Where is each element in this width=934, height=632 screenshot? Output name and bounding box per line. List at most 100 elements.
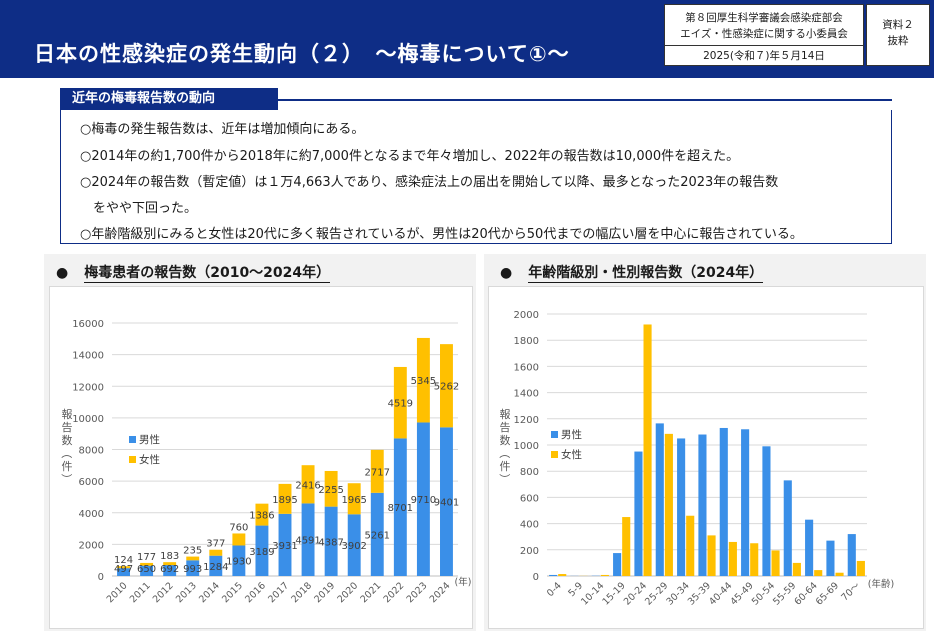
x-tick-label: 40-44 xyxy=(707,580,734,607)
data-label-female: 1965 xyxy=(341,495,366,506)
bullet-dot-icon: ● xyxy=(56,265,68,281)
y-tick-label: 1800 xyxy=(514,336,539,347)
x-tick-label: 2011 xyxy=(128,580,153,605)
bar-female xyxy=(232,533,245,545)
y-axis-label-char: 件 xyxy=(500,460,511,473)
data-label-male: 8701 xyxy=(388,503,413,514)
legend-swatch xyxy=(129,456,136,463)
summary-bullet: ○2014年の約1,700件から2018年に約7,000件となるまで年々増加し、… xyxy=(80,145,739,164)
data-label-female: 235 xyxy=(183,546,202,557)
meeting-name: 第８回厚生科学審議会感染症部会 xyxy=(665,10,863,25)
y-axis-label-char: 報 xyxy=(62,408,73,421)
bar-female xyxy=(814,570,822,576)
data-label-male: 3902 xyxy=(341,541,366,552)
meeting-date: 2025(令和７)年５月14日 xyxy=(665,45,863,66)
legend-label: 女性 xyxy=(561,448,582,461)
data-label-female: 4519 xyxy=(388,399,413,410)
bar-female xyxy=(601,575,609,576)
data-label-male: 650 xyxy=(137,564,156,575)
data-label-male: 1284 xyxy=(203,562,228,573)
y-axis-label-char: （ xyxy=(498,448,511,459)
y-tick-label: 600 xyxy=(520,493,539,504)
y-axis-label-char: 告 xyxy=(500,421,511,434)
y-tick-label: 14000 xyxy=(72,351,104,362)
summary-bullet: ○年齢階級別にみると女性は20代に多く報告されているが、男性は20代から50代ま… xyxy=(80,223,803,242)
committee-name: エイズ・性感染症に関する小委員会 xyxy=(665,26,863,41)
data-label-female: 1895 xyxy=(272,495,297,506)
x-tick-label: 20-24 xyxy=(622,580,649,607)
bar-male xyxy=(698,435,706,576)
y-tick-label: 1600 xyxy=(514,362,539,373)
x-tick-label: 25-29 xyxy=(643,580,670,607)
x-tick-label: 2016 xyxy=(243,580,268,605)
y-tick-label: 4000 xyxy=(79,509,104,520)
bar-male xyxy=(826,541,834,576)
y-axis-label-char: 数 xyxy=(62,434,73,447)
x-tick-label: 2021 xyxy=(359,580,384,605)
x-tick-label: 2010 xyxy=(105,580,130,605)
data-label-female: 760 xyxy=(229,522,248,533)
bar-female xyxy=(186,557,199,561)
legend-swatch xyxy=(551,451,558,458)
age-chart-svg: 0200400600800100012001400160018002000報告数… xyxy=(489,287,923,628)
data-label-male: 4591 xyxy=(295,536,320,547)
x-tick-label: 60-64 xyxy=(792,580,819,607)
x-tick-label: 70～ xyxy=(839,580,862,603)
bar-male xyxy=(656,423,664,576)
excerpt-label: 抜粋 xyxy=(867,33,929,48)
legend-swatch xyxy=(129,436,136,443)
summary-bullet: ○2024年の報告数（暫定値）は１万4,663人であり、感染症法上の届出を開始し… xyxy=(80,171,778,190)
summary-bullet: をやや下回った。 xyxy=(80,197,197,216)
page-title: 日本の性感染症の発生動向（２） ～梅毒について①～ xyxy=(34,38,570,68)
y-axis-label-char: 告 xyxy=(62,421,73,434)
y-axis-label-char: 数 xyxy=(500,434,511,447)
y-axis-label-char: 報 xyxy=(500,408,511,421)
bar-female xyxy=(665,434,673,576)
bar-male xyxy=(741,429,749,576)
legend-label: 女性 xyxy=(139,453,160,466)
age-chart-title-text: 年齢階級別・性別報告数（2024年） xyxy=(528,265,763,283)
data-label-male: 3189 xyxy=(249,547,274,558)
x-tick-label: 35-39 xyxy=(686,580,713,607)
yearly-chart-svg: 0200040006000800010000120001400016000報告数… xyxy=(50,287,472,628)
bar-female xyxy=(772,550,780,576)
x-tick-label: 2024 xyxy=(428,580,453,605)
data-label-female: 5262 xyxy=(434,382,459,393)
y-tick-label: 8000 xyxy=(79,446,104,457)
data-label-male: 9401 xyxy=(434,498,459,509)
x-tick-label: 0-4 xyxy=(545,580,564,599)
bar-male xyxy=(613,553,621,576)
x-tick-label: 2015 xyxy=(220,580,245,605)
data-label-female: 2416 xyxy=(295,480,320,491)
x-tick-label: 55-59 xyxy=(771,580,798,607)
section-heading: 近年の梅毒報告数の動向 xyxy=(60,88,278,110)
data-label-female: 377 xyxy=(206,539,225,550)
y-tick-label: 400 xyxy=(520,520,539,531)
data-label-male: 1930 xyxy=(226,557,251,568)
y-tick-label: 200 xyxy=(520,546,539,557)
y-tick-label: 16000 xyxy=(72,319,104,330)
x-tick-label: 2022 xyxy=(382,580,407,605)
bar-female xyxy=(708,535,716,576)
x-axis-unit-label: (年) xyxy=(455,576,472,588)
x-tick-label: 10-14 xyxy=(579,580,606,607)
data-label-male: 3931 xyxy=(272,541,297,552)
bar-male xyxy=(784,480,792,576)
y-axis-label-char: ） xyxy=(498,474,511,485)
bar-male xyxy=(805,520,813,576)
x-tick-label: 2020 xyxy=(335,580,360,605)
bar-female xyxy=(209,550,222,556)
bar-female xyxy=(836,573,844,576)
section-divider xyxy=(278,99,892,101)
y-tick-label: 0 xyxy=(98,572,104,583)
bullet-dot-icon: ● xyxy=(500,265,512,281)
meeting-info-box: 第８回厚生科学審議会感染症部会 エイズ・性感染症に関する小委員会 2025(令和… xyxy=(664,4,864,66)
y-tick-label: 1400 xyxy=(514,389,539,400)
x-tick-label: 45-49 xyxy=(728,580,755,607)
y-axis-label-char: 件 xyxy=(62,460,73,473)
data-label-female: 124 xyxy=(114,555,133,566)
data-label-male: 5261 xyxy=(365,530,390,541)
data-label-male: 692 xyxy=(160,564,179,575)
legend-label: 男性 xyxy=(561,428,582,441)
